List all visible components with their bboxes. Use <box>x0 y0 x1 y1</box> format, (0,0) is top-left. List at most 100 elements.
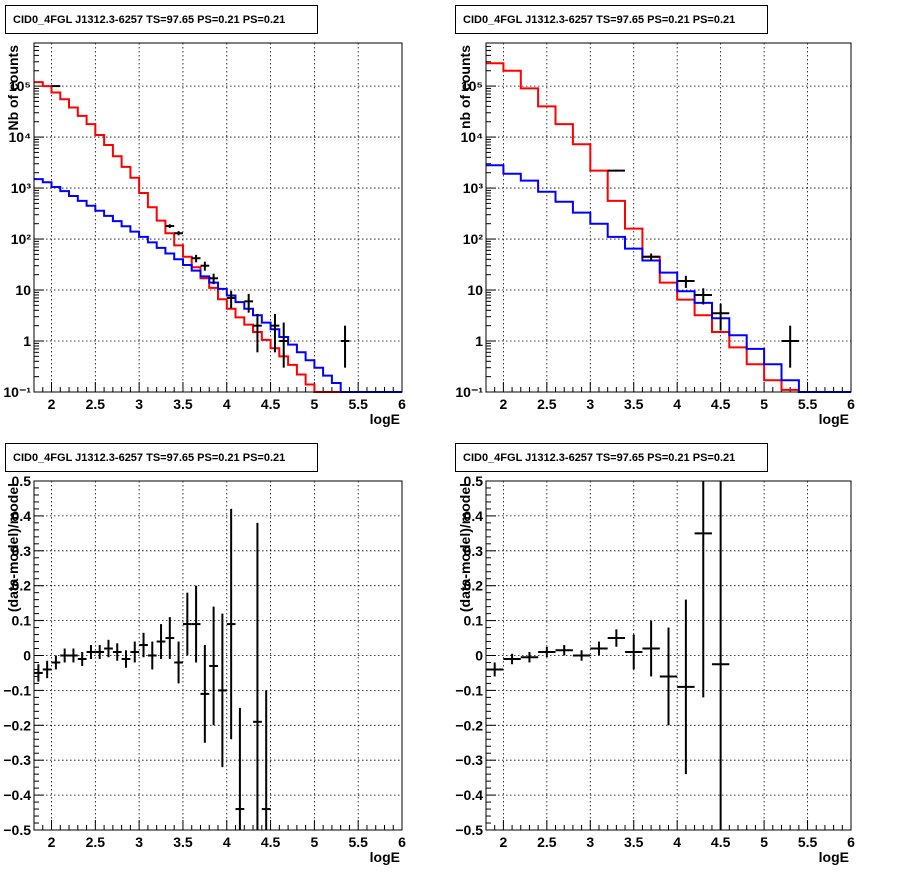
x-tick-label: 3 <box>135 834 143 850</box>
data-point <box>112 643 122 661</box>
chart-title: CID0_4FGL J1312.3-6257 TS=97.65 PS=0.21 … <box>13 14 285 26</box>
x-tick-label: 2 <box>499 396 507 412</box>
data-point <box>182 592 192 656</box>
x-tick-label: 6 <box>398 834 406 850</box>
data-point <box>642 253 660 261</box>
chart-title-box <box>5 5 318 34</box>
x-tick-label: 6 <box>847 834 855 850</box>
data-point <box>711 481 730 830</box>
data-point <box>191 585 201 663</box>
data-point <box>191 254 201 263</box>
x-tick-label: 4.5 <box>711 396 731 412</box>
x-tick-label: 4.5 <box>261 834 281 850</box>
x-tick-label: 3 <box>135 396 143 412</box>
data-point <box>139 632 148 658</box>
data-point <box>261 690 271 830</box>
data-point <box>209 273 218 285</box>
data-point <box>42 660 52 679</box>
data-point <box>279 322 289 368</box>
y-tick-label: −0.4 <box>455 787 483 803</box>
y-tick-label: −0.3 <box>455 752 483 768</box>
chart-title: CID0_4FGL J1312.3-6257 TS=97.65 PS=0.21 … <box>463 452 735 464</box>
data-points <box>486 481 730 830</box>
x-tick-label: 5 <box>760 834 768 850</box>
x-tick-label: 4 <box>223 396 231 412</box>
data-point <box>520 652 539 663</box>
y-tick-label: 10² <box>463 231 484 247</box>
x-tick-label: 5.5 <box>348 396 368 412</box>
x-tick-label: 2.5 <box>86 396 106 412</box>
data-point <box>200 645 210 743</box>
x-tick-label: 2 <box>48 396 56 412</box>
x-axis-title: logE <box>370 411 400 427</box>
y-tick-label: 1 <box>23 333 31 349</box>
x-tick-label: 2 <box>499 834 507 850</box>
x-tick-label: 3.5 <box>173 834 193 850</box>
x-tick-label: 5.5 <box>348 834 368 850</box>
y-axis-title: (data-model)/model <box>457 483 473 612</box>
y-tick-label: 10⁴ <box>461 129 484 145</box>
x-tick-label: 2 <box>48 834 56 850</box>
x-tick-label: 3.5 <box>173 396 193 412</box>
chart-panel-4: CID0_4FGL J1312.3-6257 TS=97.65 PS=0.21 … <box>455 443 855 865</box>
chart-panel-3: CID0_4FGL J1312.3-6257 TS=97.65 PS=0.21 … <box>3 443 406 865</box>
y-tick-label: 0.3 <box>464 543 484 559</box>
chart-title: CID0_4FGL J1312.3-6257 TS=97.65 PS=0.21 … <box>463 14 735 26</box>
data-point <box>226 508 236 740</box>
axis-ticks <box>33 42 403 393</box>
data-point <box>486 662 504 677</box>
x-tick-label: 5 <box>310 396 318 412</box>
data-point <box>607 629 626 647</box>
y-tick-label: 1 <box>475 333 483 349</box>
histogram-series-2 <box>34 178 402 393</box>
data-point <box>694 288 712 305</box>
histogram-series-1 <box>34 81 402 393</box>
y-tick-label: 0.4 <box>12 508 32 524</box>
y-tick-label: −0.1 <box>3 682 31 698</box>
y-tick-label: 10³ <box>11 180 32 196</box>
data-point <box>34 664 43 682</box>
data-point <box>104 639 113 658</box>
y-tick-label: 0.3 <box>12 543 32 559</box>
plot-frame <box>33 480 403 831</box>
grid-lines <box>34 481 402 830</box>
data-point <box>95 645 105 659</box>
data-point <box>781 325 799 368</box>
data-point <box>218 613 227 768</box>
x-tick-label: 4 <box>223 834 231 850</box>
data-points <box>51 85 350 368</box>
data-point <box>555 645 573 656</box>
axis-ticks <box>485 42 852 393</box>
data-point <box>270 313 280 353</box>
x-tick-label: 5 <box>760 396 768 412</box>
data-point <box>625 634 643 670</box>
y-tick-label: 10⁴ <box>9 129 32 145</box>
y-tick-label: 0.2 <box>12 578 32 594</box>
x-tick-label: 6 <box>398 396 406 412</box>
data-point <box>235 707 245 830</box>
grid-lines <box>486 43 851 392</box>
y-tick-label: 10² <box>11 231 32 247</box>
data-points <box>607 169 799 368</box>
data-point <box>147 641 157 670</box>
y-tick-label: 10⁵ <box>461 78 483 94</box>
x-axis-title: logE <box>370 849 400 865</box>
y-tick-label: 0.5 <box>464 473 484 489</box>
x-tick-label: 3 <box>586 396 594 412</box>
grid-lines <box>34 43 402 392</box>
data-point <box>590 641 608 656</box>
y-tick-label: −0.2 <box>455 717 483 733</box>
x-tick-label: 2.5 <box>86 834 106 850</box>
y-tick-label: −0.5 <box>3 822 31 838</box>
y-tick-label: 0.1 <box>12 613 32 629</box>
data-points <box>34 508 271 830</box>
data-point <box>340 325 350 368</box>
x-tick-label: 5.5 <box>798 396 818 412</box>
plot-frame <box>485 42 852 393</box>
data-point <box>253 313 262 353</box>
data-point <box>253 522 262 830</box>
y-tick-label: 0 <box>475 648 483 664</box>
x-tick-label: 4 <box>673 834 681 850</box>
data-point <box>200 261 210 271</box>
